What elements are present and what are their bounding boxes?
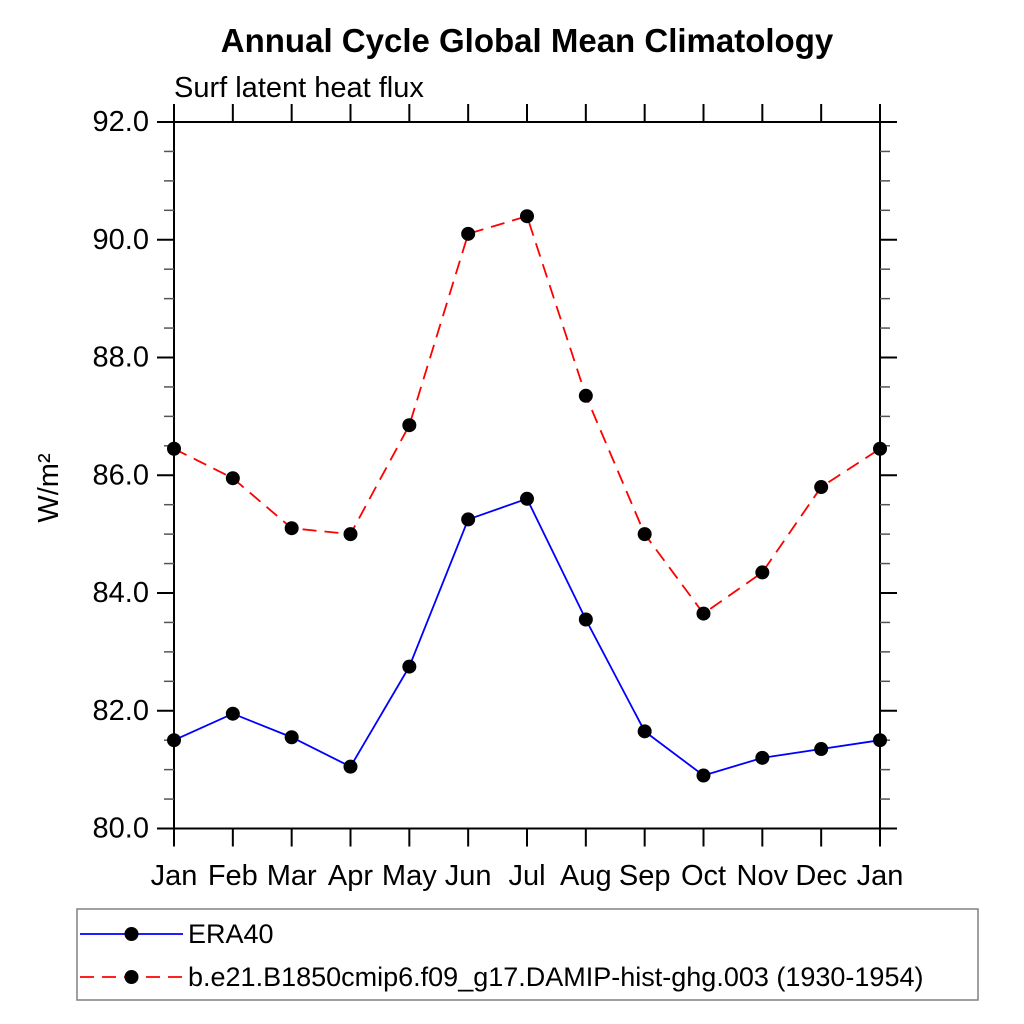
y-tick-label: 86.0 <box>93 459 149 491</box>
y-tick-label: 88.0 <box>93 342 149 374</box>
data-point-marker <box>520 209 534 224</box>
series-line <box>173 215 881 615</box>
data-series <box>167 209 887 783</box>
data-point-marker <box>520 491 534 506</box>
x-tick-label: Aug <box>560 860 612 892</box>
legend-marker <box>124 927 139 941</box>
chart-title: Annual Cycle Global Mean Climatology <box>221 22 834 59</box>
x-tick-label: Sep <box>619 860 671 892</box>
data-point-marker <box>637 527 652 542</box>
data-point-marker <box>755 565 770 580</box>
data-point-marker <box>402 659 417 674</box>
x-tick-label: Jun <box>445 860 492 892</box>
legend-marker <box>124 970 139 984</box>
x-tick-label: Feb <box>208 860 258 892</box>
legend-label: ERA40 <box>188 919 274 949</box>
chart-subtitle: Surf latent heat flux <box>174 72 424 104</box>
data-point-marker <box>461 512 476 527</box>
data-point-marker <box>755 750 770 765</box>
x-tick-label: Oct <box>681 860 726 892</box>
x-tick-label: May <box>382 860 437 892</box>
data-point-marker <box>873 733 887 748</box>
data-point-marker <box>284 521 299 536</box>
data-point-marker <box>225 471 240 486</box>
data-point-marker <box>696 768 711 783</box>
data-point-marker <box>696 606 711 621</box>
y-tick-label: 80.0 <box>93 813 149 845</box>
plot-border <box>173 121 881 830</box>
data-point-marker <box>284 730 299 745</box>
x-tick-label: Jan <box>151 860 198 892</box>
axis-ticks: 80.0 82.0 84.0 86.0 88.0 90.0 92.0 Jan Feb Mar Apr… <box>93 104 904 892</box>
data-point-marker <box>167 733 181 748</box>
x-tick-label: Nov <box>737 860 789 892</box>
y-axis-label: W/m² <box>33 453 65 523</box>
data-point-marker <box>225 706 240 721</box>
x-tick-label: Mar <box>267 860 317 892</box>
legend-box <box>76 908 979 1001</box>
legend-label: b.e21.B1850cmip6.f09_g17.DAMIP-hist-ghg.… <box>188 962 923 992</box>
y-tick-label: 90.0 <box>93 224 149 256</box>
x-tick-label: Jan <box>857 860 904 892</box>
data-point-marker <box>461 226 476 241</box>
data-point-marker <box>167 441 181 456</box>
series-line <box>173 497 881 777</box>
data-point-marker <box>402 418 417 433</box>
y-tick-label: 92.0 <box>93 106 149 138</box>
data-point-marker <box>814 480 829 495</box>
data-point-marker <box>873 441 887 456</box>
x-tick-label: Jul <box>508 860 545 892</box>
y-tick-label: 84.0 <box>93 577 149 609</box>
data-point-marker <box>578 388 593 403</box>
x-tick-label: Dec <box>795 860 847 892</box>
x-tick-label: Apr <box>328 860 373 892</box>
data-point-marker <box>637 724 652 739</box>
plot-frame <box>173 121 881 830</box>
data-point-marker <box>343 759 358 774</box>
legend: ERA40 b.e21.B1850cmip6.f09_g17.DAMIP-hist… <box>76 908 979 1001</box>
data-point-marker <box>578 612 593 627</box>
y-tick-label: 82.0 <box>93 695 149 727</box>
data-point-marker <box>343 527 358 542</box>
data-point-marker <box>814 742 829 757</box>
